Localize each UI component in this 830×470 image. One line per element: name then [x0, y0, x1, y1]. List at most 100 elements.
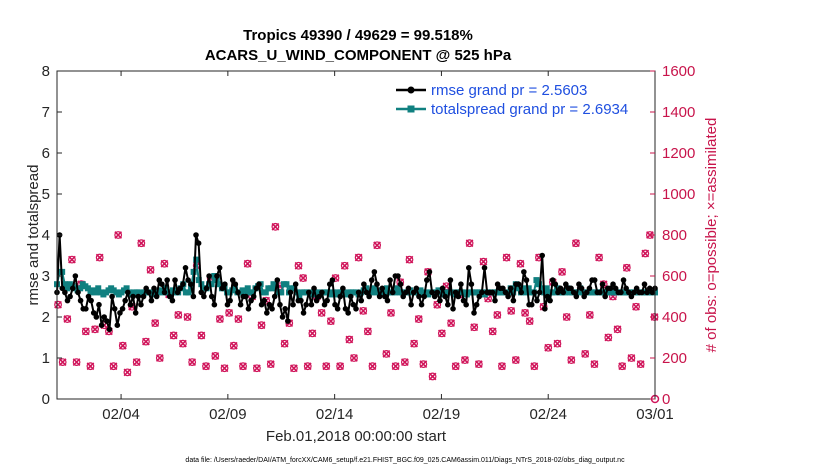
totalspread-point [525, 285, 532, 292]
rmse-point [555, 289, 561, 296]
rmse-point [591, 277, 598, 283]
rmse-point [628, 293, 635, 300]
rmse-point [607, 285, 614, 292]
totalspread-point [371, 285, 378, 292]
rmse-point [148, 297, 155, 304]
obs-count-point [123, 368, 132, 377]
legend-rmse-marker [407, 86, 415, 94]
rmse-point [88, 297, 94, 304]
legend-totalspread-label: totalspread grand pr = 2.6934 [431, 101, 628, 118]
chart-title-line1: Tropics 49390 / 49629 = 99.518% [243, 27, 473, 44]
rmse-point [169, 297, 176, 304]
obs-count-point [211, 352, 220, 360]
rmse-point [374, 281, 380, 288]
obs-count-point [326, 317, 335, 326]
rmse-point [599, 281, 606, 288]
legend: rmse grand pr = 2.5603 totalspread grand… [391, 80, 650, 122]
rmse-point [424, 277, 430, 283]
obs-count-point [257, 321, 266, 330]
obs-count-point [146, 265, 155, 274]
y-left-tick-label: 6 [42, 145, 50, 162]
obs-count-point [572, 239, 580, 248]
y-left-tick-label: 3 [42, 268, 50, 285]
rmse-point [305, 289, 312, 296]
x-tick-label: 02/24 [529, 406, 567, 423]
rmse-point [434, 289, 441, 296]
obs-count-point [613, 325, 622, 334]
rmse-point [85, 293, 92, 300]
rmse-point [631, 289, 637, 296]
rmse-point [269, 306, 275, 312]
y-axis-left: 0 1 2 3 4 5 6 7 8 [42, 63, 62, 408]
x-tick-label: 02/09 [209, 406, 247, 423]
rmse-point [586, 285, 593, 292]
totalspread-point [536, 281, 543, 288]
rmse-point [261, 297, 268, 304]
obs-count-point [437, 329, 446, 338]
obs-count-point [595, 253, 603, 262]
rmse-point [444, 301, 451, 308]
rmse-point [340, 285, 346, 292]
obs-count-point [562, 313, 571, 321]
rmse-point [153, 293, 160, 300]
rmse-point [442, 293, 448, 300]
rmse-point [358, 297, 365, 304]
rmse-point [539, 252, 546, 259]
rmse-point [447, 277, 454, 283]
obs-count-point [317, 309, 326, 317]
rmse-point [161, 289, 168, 296]
obs-count-point [363, 327, 372, 336]
rmse-point [104, 318, 110, 324]
obs-count-point [202, 362, 210, 371]
rmse-point [114, 322, 121, 329]
totalspread-point [208, 281, 215, 288]
rmse-point [649, 289, 656, 296]
rmse-point [476, 293, 483, 300]
totalspread-point [291, 285, 298, 292]
rmse-point [282, 306, 288, 312]
rmse-point [455, 293, 462, 300]
rmse-point [342, 306, 349, 312]
obs-count-point [530, 362, 539, 371]
obs-count-point [114, 231, 123, 239]
y-left-tick-label: 4 [42, 227, 50, 244]
obs-count-point [627, 354, 636, 362]
totalspread-point [262, 289, 269, 296]
obs-count-point [632, 302, 640, 311]
totalspread-point [510, 289, 517, 296]
rmse-point [639, 289, 645, 296]
rmse-point [253, 285, 260, 292]
rmse-point [408, 301, 414, 308]
rmse-point [319, 289, 325, 296]
rmse-point [403, 289, 409, 296]
rmse-point [245, 306, 252, 312]
rmse-point [421, 293, 427, 300]
x-tick-label: 02/04 [102, 406, 140, 423]
totalspread-point [368, 289, 375, 296]
obs-count-point [359, 306, 368, 315]
rmse-point [180, 281, 186, 288]
obs-count-point [299, 274, 308, 282]
totalspread-point [95, 285, 102, 292]
totalspread-point [195, 277, 202, 284]
rmse-point [646, 285, 653, 292]
rmse-point [431, 293, 438, 300]
obs-count-point [86, 362, 95, 371]
rmse-point [222, 281, 228, 288]
rmse-point [612, 285, 619, 292]
rmse-point [232, 281, 239, 288]
x-axis: 02/04 02/09 02/14 02/19 02/24 03/01 [102, 71, 674, 423]
rmse-point [156, 277, 163, 283]
obs-count-point [493, 311, 502, 319]
obs-count-point [72, 358, 81, 367]
rmse-point [382, 293, 388, 300]
rmse-point [450, 306, 456, 312]
rmse-point [106, 326, 113, 333]
rmse-point [264, 310, 270, 316]
obs-count-point [502, 253, 511, 262]
rmse-point [463, 301, 469, 308]
obs-count-point [488, 327, 497, 336]
rmse-point [468, 281, 475, 288]
y-right-tick-label: 1200 [662, 145, 695, 162]
